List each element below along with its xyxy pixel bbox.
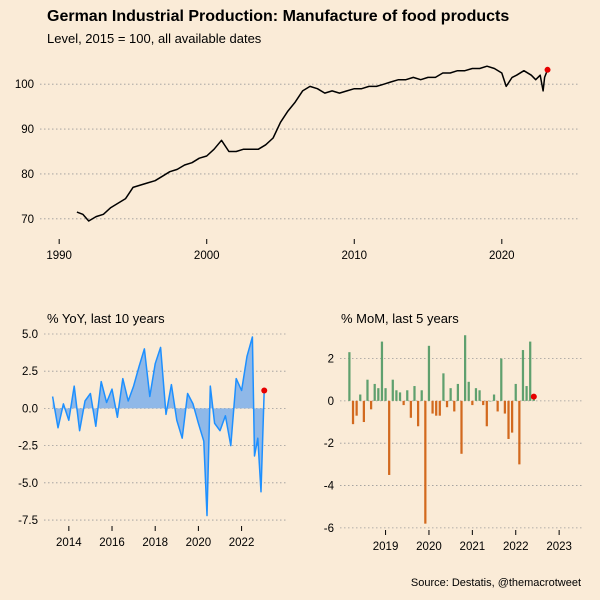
x-tick-label: 2020	[416, 541, 442, 553]
mom-bar	[474, 388, 478, 401]
mom-bar	[362, 400, 365, 423]
y-tick-label: 70	[21, 214, 34, 226]
level-series-line	[76, 65, 549, 222]
x-tick-label: 2020	[186, 537, 212, 549]
y-tick-label: 100	[15, 79, 34, 91]
x-tick-label: 2019	[373, 541, 399, 553]
y-tick-label: -2	[324, 438, 334, 450]
mom-bar	[482, 400, 485, 406]
y-tick-label: 5.0	[22, 329, 38, 341]
level-panel: 70 80 90 100 1990 2000 2010 2020	[15, 65, 580, 262]
mom-bar	[348, 352, 351, 401]
mom-bar	[478, 390, 481, 401]
y-tick-label: -5.0	[18, 478, 38, 490]
mom-chart-subtitle: % MoM, last 5 years	[341, 311, 459, 326]
level-last-point	[544, 66, 551, 73]
mom-panel: 2 0 -2 -4 -6 2019 2020 2021 2022 2023	[324, 335, 583, 553]
y-tick-label: -7.5	[18, 515, 38, 527]
mom-bar	[518, 400, 521, 465]
mom-bar	[355, 400, 358, 416]
x-tick-label: 2021	[460, 541, 486, 553]
y-tick-label: 80	[21, 169, 34, 181]
mom-bar	[507, 400, 510, 439]
mom-bar	[409, 400, 412, 418]
mom-bar	[435, 400, 438, 416]
y-tick-label: -4	[324, 481, 335, 493]
yoy-panel: 5.0 2.5 0.0 -2.5 -5.0 -7.5 2014 2016 2018 2020 202…	[18, 329, 288, 549]
mom-bar	[485, 400, 488, 427]
mom-bar	[402, 400, 405, 406]
mom-bar	[377, 388, 380, 401]
mom-bar	[351, 400, 355, 425]
mom-bar	[503, 400, 507, 414]
y-tick-label: -2.5	[18, 441, 38, 453]
x-tick-label: 2022	[503, 541, 529, 553]
mom-bar	[511, 400, 514, 433]
x-tick-label: 2018	[142, 537, 168, 549]
mom-bar	[525, 386, 528, 401]
mom-bar	[489, 400, 492, 402]
x-tick-label: 2022	[229, 537, 255, 549]
x-tick-label: 2000	[194, 250, 220, 262]
mom-bar	[500, 358, 503, 401]
mom-bar	[427, 345, 431, 401]
level-chart-subtitle: Level, 2015 = 100, all available dates	[47, 31, 262, 46]
mom-bar	[366, 379, 369, 401]
x-tick-label: 2016	[99, 537, 125, 549]
mom-bar	[413, 386, 416, 401]
mom-bar	[431, 400, 434, 414]
yoy-area-fill	[52, 337, 265, 516]
mom-bar	[471, 400, 474, 406]
mom-bar	[369, 400, 373, 410]
mom-bar	[464, 335, 467, 401]
mom-bar	[456, 383, 459, 401]
mom-bar	[424, 400, 427, 524]
x-tick-label: 2014	[56, 537, 82, 549]
mom-bar	[380, 341, 384, 401]
mom-bar	[416, 400, 420, 427]
y-tick-label: 90	[21, 124, 34, 136]
mom-bar	[442, 373, 445, 401]
y-tick-label: -6	[324, 523, 334, 535]
mom-bar	[496, 400, 499, 412]
mom-bar	[521, 350, 525, 401]
mom-bar	[406, 390, 409, 401]
mom-bar	[467, 381, 470, 401]
yoy-series-line	[51, 336, 265, 517]
mom-bar	[460, 400, 463, 454]
y-tick-label: 2.5	[22, 366, 38, 378]
mom-bar	[492, 394, 496, 401]
x-tick-label: 2010	[341, 250, 367, 262]
mom-bar	[398, 392, 402, 401]
mom-bar	[391, 379, 394, 401]
y-tick-label: 2	[328, 354, 334, 366]
mom-bar	[384, 388, 387, 401]
source-note: Source: Destatis, @themacrotweet	[410, 577, 581, 589]
mom-bar	[395, 390, 398, 401]
yoy-chart-subtitle: % YoY, last 10 years	[47, 311, 165, 326]
mom-last-point	[530, 393, 537, 400]
y-tick-label: 0	[328, 396, 334, 408]
mom-bar	[373, 383, 376, 401]
y-tick-label: 0.0	[22, 403, 38, 415]
mom-bar	[514, 383, 517, 401]
mom-bar	[529, 341, 532, 401]
mom-bar	[453, 400, 456, 412]
x-tick-label: 2023	[546, 541, 572, 553]
x-tick-label: 1990	[46, 250, 72, 262]
mom-bar	[449, 388, 452, 401]
mom-bar	[445, 400, 449, 408]
x-tick-label: 2020	[489, 250, 515, 262]
mom-bar	[420, 390, 423, 401]
yoy-last-point	[261, 387, 268, 394]
chart-title: German Industrial Production: Manufactur…	[47, 8, 510, 25]
mom-bar	[359, 394, 362, 401]
mom-bar	[438, 400, 441, 416]
mom-bar	[388, 400, 391, 475]
